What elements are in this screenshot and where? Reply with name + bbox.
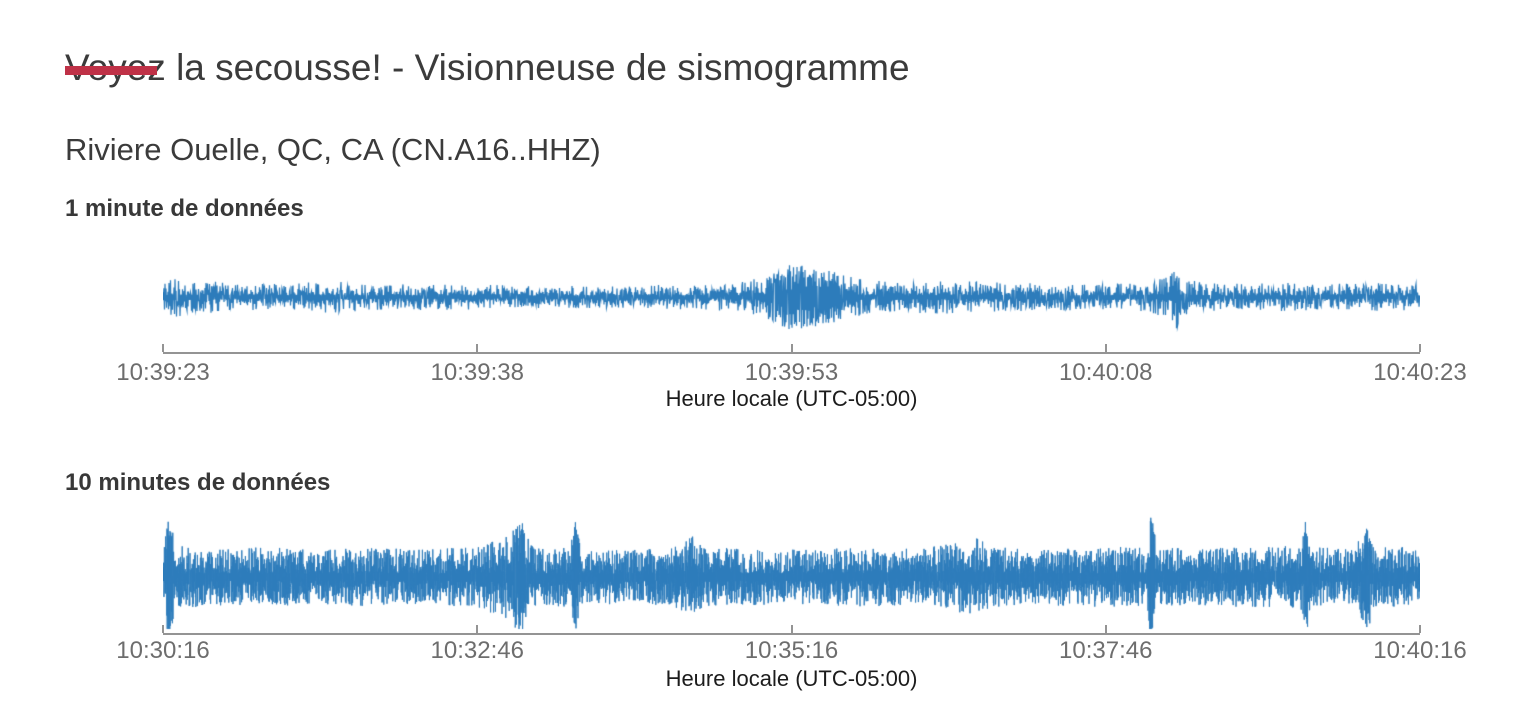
chart-10min-title: 10 minutes de données — [65, 469, 331, 496]
x-tick-label: 10:40:23 — [1373, 359, 1467, 386]
x-tick-label: 10:40:08 — [1059, 359, 1153, 386]
waveform-trace-10min — [163, 505, 1420, 633]
x-axis-10min — [162, 625, 1421, 635]
x-axis-tick — [476, 625, 479, 633]
x-tick-label: 10:39:23 — [116, 359, 210, 386]
x-tick-label: 10:39:53 — [744, 359, 839, 386]
x-tick-labels-1min: 10:39:23 10:39:38 10:39:53 10:40:08 10:40:23 — [116, 359, 1466, 389]
waveform-trace-1min — [163, 243, 1420, 355]
x-axis-tick — [476, 344, 479, 352]
x-tick-label: 10:35:16 — [744, 637, 839, 664]
x-axis-tick — [162, 625, 164, 633]
x-tick-label: 10:37:46 — [1059, 637, 1153, 664]
x-axis-caption-1min: Heure locale (UTC-05:00) — [665, 386, 918, 411]
x-axis-1min — [162, 344, 1421, 354]
x-axis-tick — [162, 344, 164, 352]
x-tick-labels-10min: 10:30:16 10:32:46 10:35:16 10:37:46 10:40:16 — [116, 637, 1466, 666]
x-axis-tick — [1104, 625, 1107, 633]
page-title: Voyez la secousse! - Visionneuse de sism… — [65, 46, 910, 88]
x-tick-label: 10:40:16 — [1373, 637, 1467, 664]
x-tick-label: 10:39:38 — [430, 359, 524, 386]
x-axis-tick — [1104, 344, 1107, 352]
x-axis-tick — [1419, 344, 1421, 352]
x-tick-label: 10:30:16 — [116, 637, 210, 664]
seismogram-plot-10min[interactable]: 10:30:16 10:32:46 10:35:16 10:37:46 10:40:16 — [0, 498, 1472, 666]
x-axis-tick — [1419, 625, 1421, 633]
chart-1min-title: 1 minute de données — [65, 195, 304, 222]
title-accent-bar — [65, 66, 157, 75]
x-tick-label: 10:32:46 — [430, 637, 524, 664]
station-subtitle: Riviere Ouelle, QC, CA (CN.A16..HHZ) — [65, 131, 601, 167]
x-axis-tick — [790, 344, 793, 352]
x-axis-caption-10min: Heure locale (UTC-05:00) — [665, 666, 918, 691]
seismogram-plot-1min[interactable]: 10:39:23 10:39:38 10:39:53 10:40:08 10:40:23 — [0, 230, 1472, 389]
x-axis-tick — [790, 625, 793, 633]
